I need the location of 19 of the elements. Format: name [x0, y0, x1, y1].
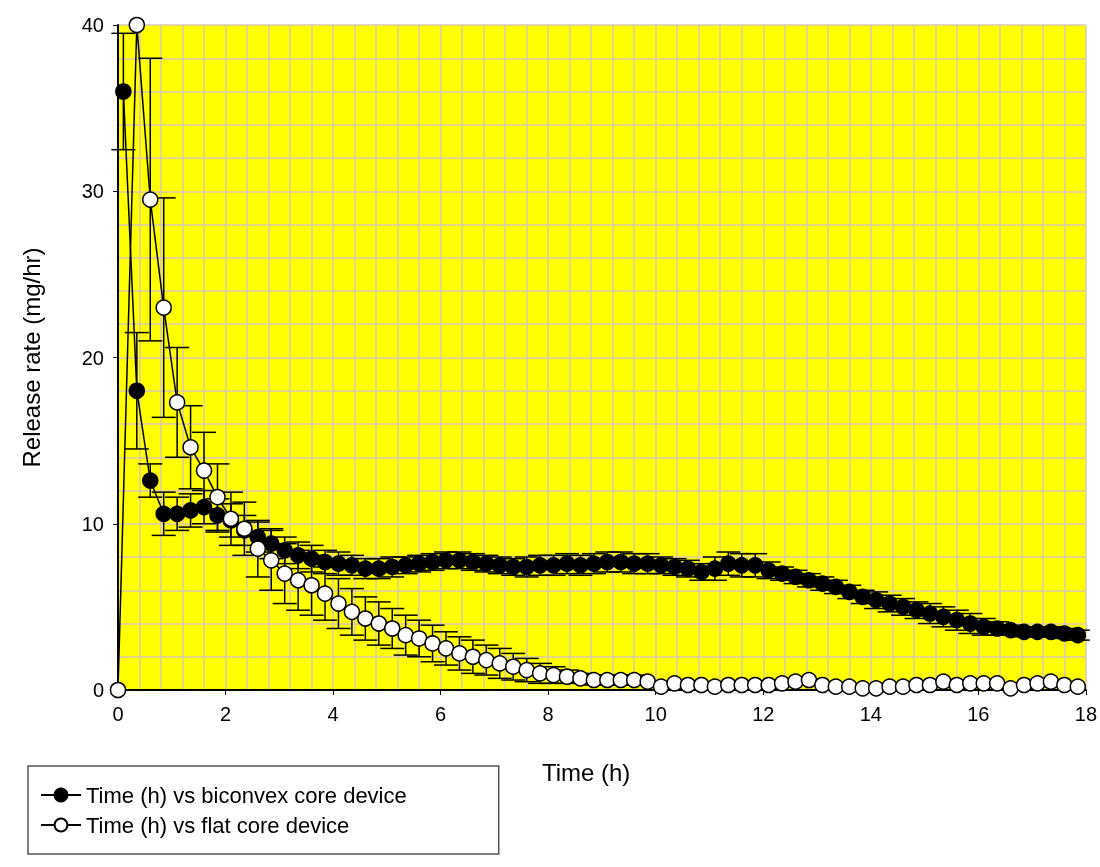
x-axis-title: Time (h)	[541, 758, 631, 786]
y-axis-title: Release rate (mg/hr)	[17, 247, 45, 468]
y-tick-label: 10	[81, 512, 104, 535]
legend-label: Time (h) vs biconvex core device	[86, 782, 407, 808]
x-tick-label: 18	[1074, 703, 1097, 725]
x-tick-label: 2	[219, 703, 232, 725]
x-tick-label: 14	[859, 703, 882, 725]
y-tick-label: 40	[81, 14, 104, 36]
x-tick-label: 4	[327, 703, 339, 725]
x-tick-label: 16	[967, 703, 990, 725]
x-tick-label: 6	[435, 703, 447, 725]
x-tick-label: 0	[112, 703, 124, 725]
y-tick-label: 30	[81, 180, 104, 203]
x-tick-label: 10	[644, 703, 667, 725]
y-tick-label: 0	[92, 679, 104, 701]
x-tick-label: 12	[752, 703, 775, 725]
x-tick-label: 8	[542, 703, 554, 725]
y-tick-label: 20	[81, 346, 104, 369]
legend-label: Time (h) vs flat core device	[86, 812, 350, 838]
